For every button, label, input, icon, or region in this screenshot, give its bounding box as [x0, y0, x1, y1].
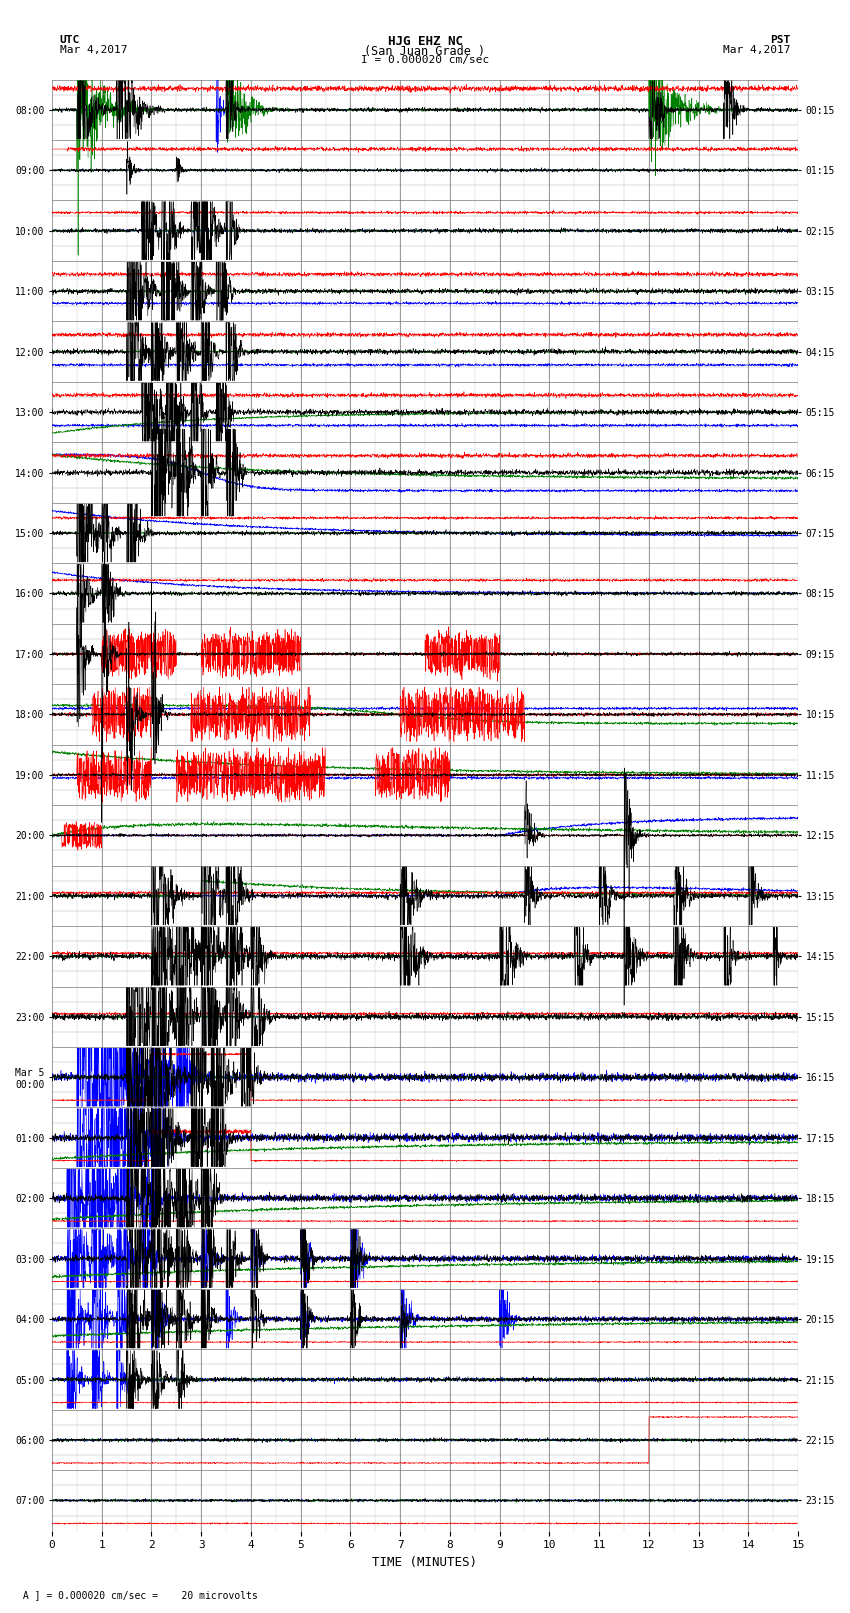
Text: (San Juan Grade ): (San Juan Grade ) [365, 45, 485, 58]
Text: PST: PST [770, 35, 790, 45]
Text: UTC: UTC [60, 35, 80, 45]
Text: I = 0.000020 cm/sec: I = 0.000020 cm/sec [361, 55, 489, 65]
Text: HJG EHZ NC: HJG EHZ NC [388, 35, 462, 48]
Text: Mar 4,2017: Mar 4,2017 [60, 45, 127, 55]
Text: Mar 4,2017: Mar 4,2017 [723, 45, 791, 55]
Text: A ] = 0.000020 cm/sec =    20 microvolts: A ] = 0.000020 cm/sec = 20 microvolts [17, 1590, 258, 1600]
X-axis label: TIME (MINUTES): TIME (MINUTES) [372, 1557, 478, 1569]
